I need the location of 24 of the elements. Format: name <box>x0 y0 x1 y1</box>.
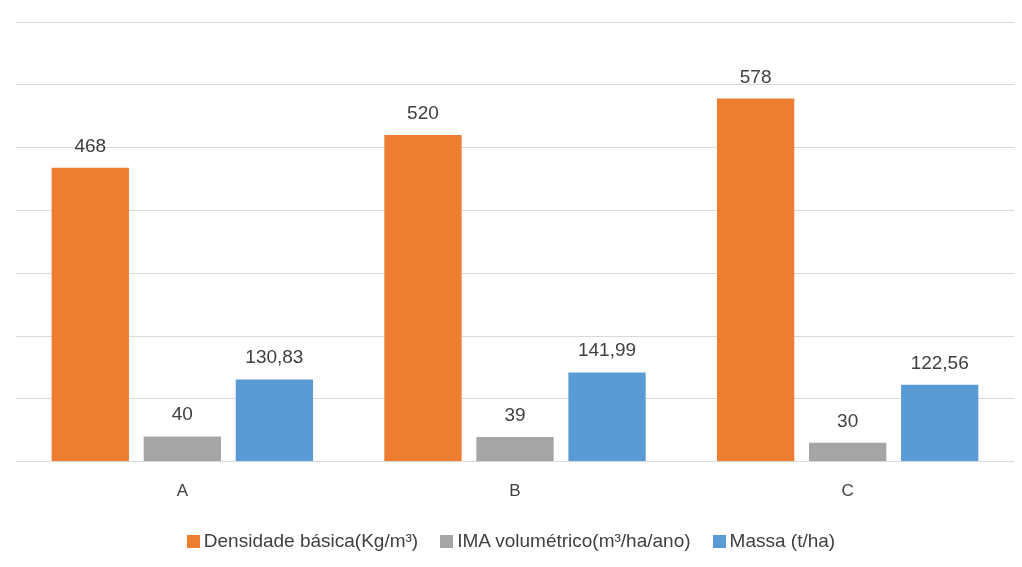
data-label: 141,99 <box>577 339 637 361</box>
bar <box>716 98 795 462</box>
bar <box>809 442 887 462</box>
bar <box>235 379 314 462</box>
legend-label: IMA volumétrico(m³/ha/ano) <box>457 530 691 552</box>
x-tick-label: A <box>176 481 189 501</box>
data-label: 468 <box>74 134 107 156</box>
bar <box>384 135 462 462</box>
data-label: 40 <box>171 403 193 425</box>
x-tick-label: C <box>841 481 854 501</box>
legend-label: Massa (t/ha) <box>729 530 836 552</box>
x-tick-label: B <box>509 481 521 501</box>
bar <box>901 384 979 462</box>
bar <box>476 437 554 462</box>
bar <box>568 372 646 462</box>
data-label: 39 <box>504 404 526 426</box>
bar <box>143 436 221 462</box>
data-label: 130,83 <box>245 346 304 368</box>
data-label: 30 <box>837 409 859 431</box>
data-label: 578 <box>739 65 772 87</box>
data-label: 122,56 <box>910 351 969 373</box>
data-label: 520 <box>407 102 439 124</box>
bar <box>51 167 129 462</box>
legend-label: Densidade básica(Kg/m³) <box>203 530 419 552</box>
